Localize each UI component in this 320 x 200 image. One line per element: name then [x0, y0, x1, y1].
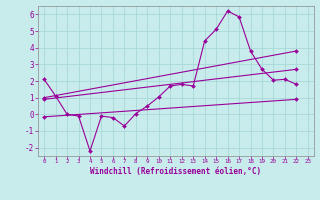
X-axis label: Windchill (Refroidissement éolien,°C): Windchill (Refroidissement éolien,°C)	[91, 167, 261, 176]
